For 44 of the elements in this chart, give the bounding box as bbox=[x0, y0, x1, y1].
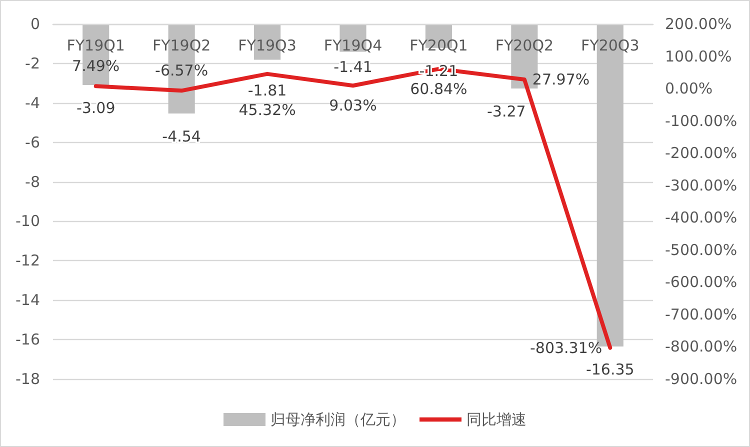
data-label: -1.81 bbox=[248, 82, 287, 100]
data-label: 7.49% bbox=[72, 57, 120, 76]
y2-tick-label: -800.00% bbox=[665, 338, 738, 356]
data-label: -6.57% bbox=[155, 62, 208, 80]
x-tick-label: FY19Q4 bbox=[324, 36, 382, 54]
y2-tick-label: 100.00% bbox=[665, 47, 732, 66]
data-label: 9.03% bbox=[329, 96, 377, 115]
y-tick-label: -16 bbox=[16, 330, 40, 349]
data-label: -803.31% bbox=[530, 338, 602, 357]
x-tick-label: FY20Q3 bbox=[581, 36, 640, 54]
data-label: 27.97% bbox=[532, 70, 590, 89]
data-label: -3.27 bbox=[487, 102, 526, 120]
legend-label: 归母净利润（亿元） bbox=[270, 410, 406, 428]
y-tick-label: 0 bbox=[30, 15, 40, 33]
y2-tick-label: -400.00% bbox=[665, 208, 738, 227]
x-tick-label: FY19Q3 bbox=[238, 36, 296, 54]
y-tick-label: -18 bbox=[16, 370, 40, 388]
y2-tick-label: 200.00% bbox=[665, 15, 732, 33]
y2-tick-label: -200.00% bbox=[665, 144, 738, 162]
y-tick-label: -14 bbox=[16, 291, 40, 310]
x-tick-label: FY20Q1 bbox=[410, 36, 468, 54]
y-tick-label: -12 bbox=[16, 252, 40, 270]
y-tick-label: -2 bbox=[25, 54, 40, 72]
y2-tick-label: 0.00% bbox=[665, 80, 713, 98]
y2-tick-label: -600.00% bbox=[665, 273, 738, 292]
y-tick-label: -4 bbox=[25, 94, 40, 112]
y2-tick-label: -300.00% bbox=[665, 176, 738, 194]
x-tick-label: FY19Q1 bbox=[66, 36, 125, 54]
data-label: -16.35 bbox=[586, 360, 634, 378]
x-tick-label: FY20Q2 bbox=[495, 36, 554, 54]
data-label: 60.84% bbox=[410, 80, 468, 98]
y2-tick-label: -700.00% bbox=[665, 305, 738, 324]
y2-tick-label: -500.00% bbox=[665, 240, 738, 259]
y2-tick-label: -900.00% bbox=[665, 370, 738, 388]
y2-tick-label: -100.00% bbox=[665, 112, 738, 130]
x-tick-label: FY19Q2 bbox=[152, 36, 211, 54]
data-label: -3.09 bbox=[76, 98, 116, 117]
legend-label: 同比增速 bbox=[466, 410, 526, 428]
data-label: -1.41 bbox=[334, 58, 372, 76]
y-tick-label: -6 bbox=[25, 133, 40, 152]
y-tick-label: -10 bbox=[16, 212, 40, 230]
data-label: 45.32% bbox=[238, 100, 296, 119]
data-label: -4.54 bbox=[162, 128, 201, 146]
y-tick-label: -8 bbox=[25, 172, 40, 191]
